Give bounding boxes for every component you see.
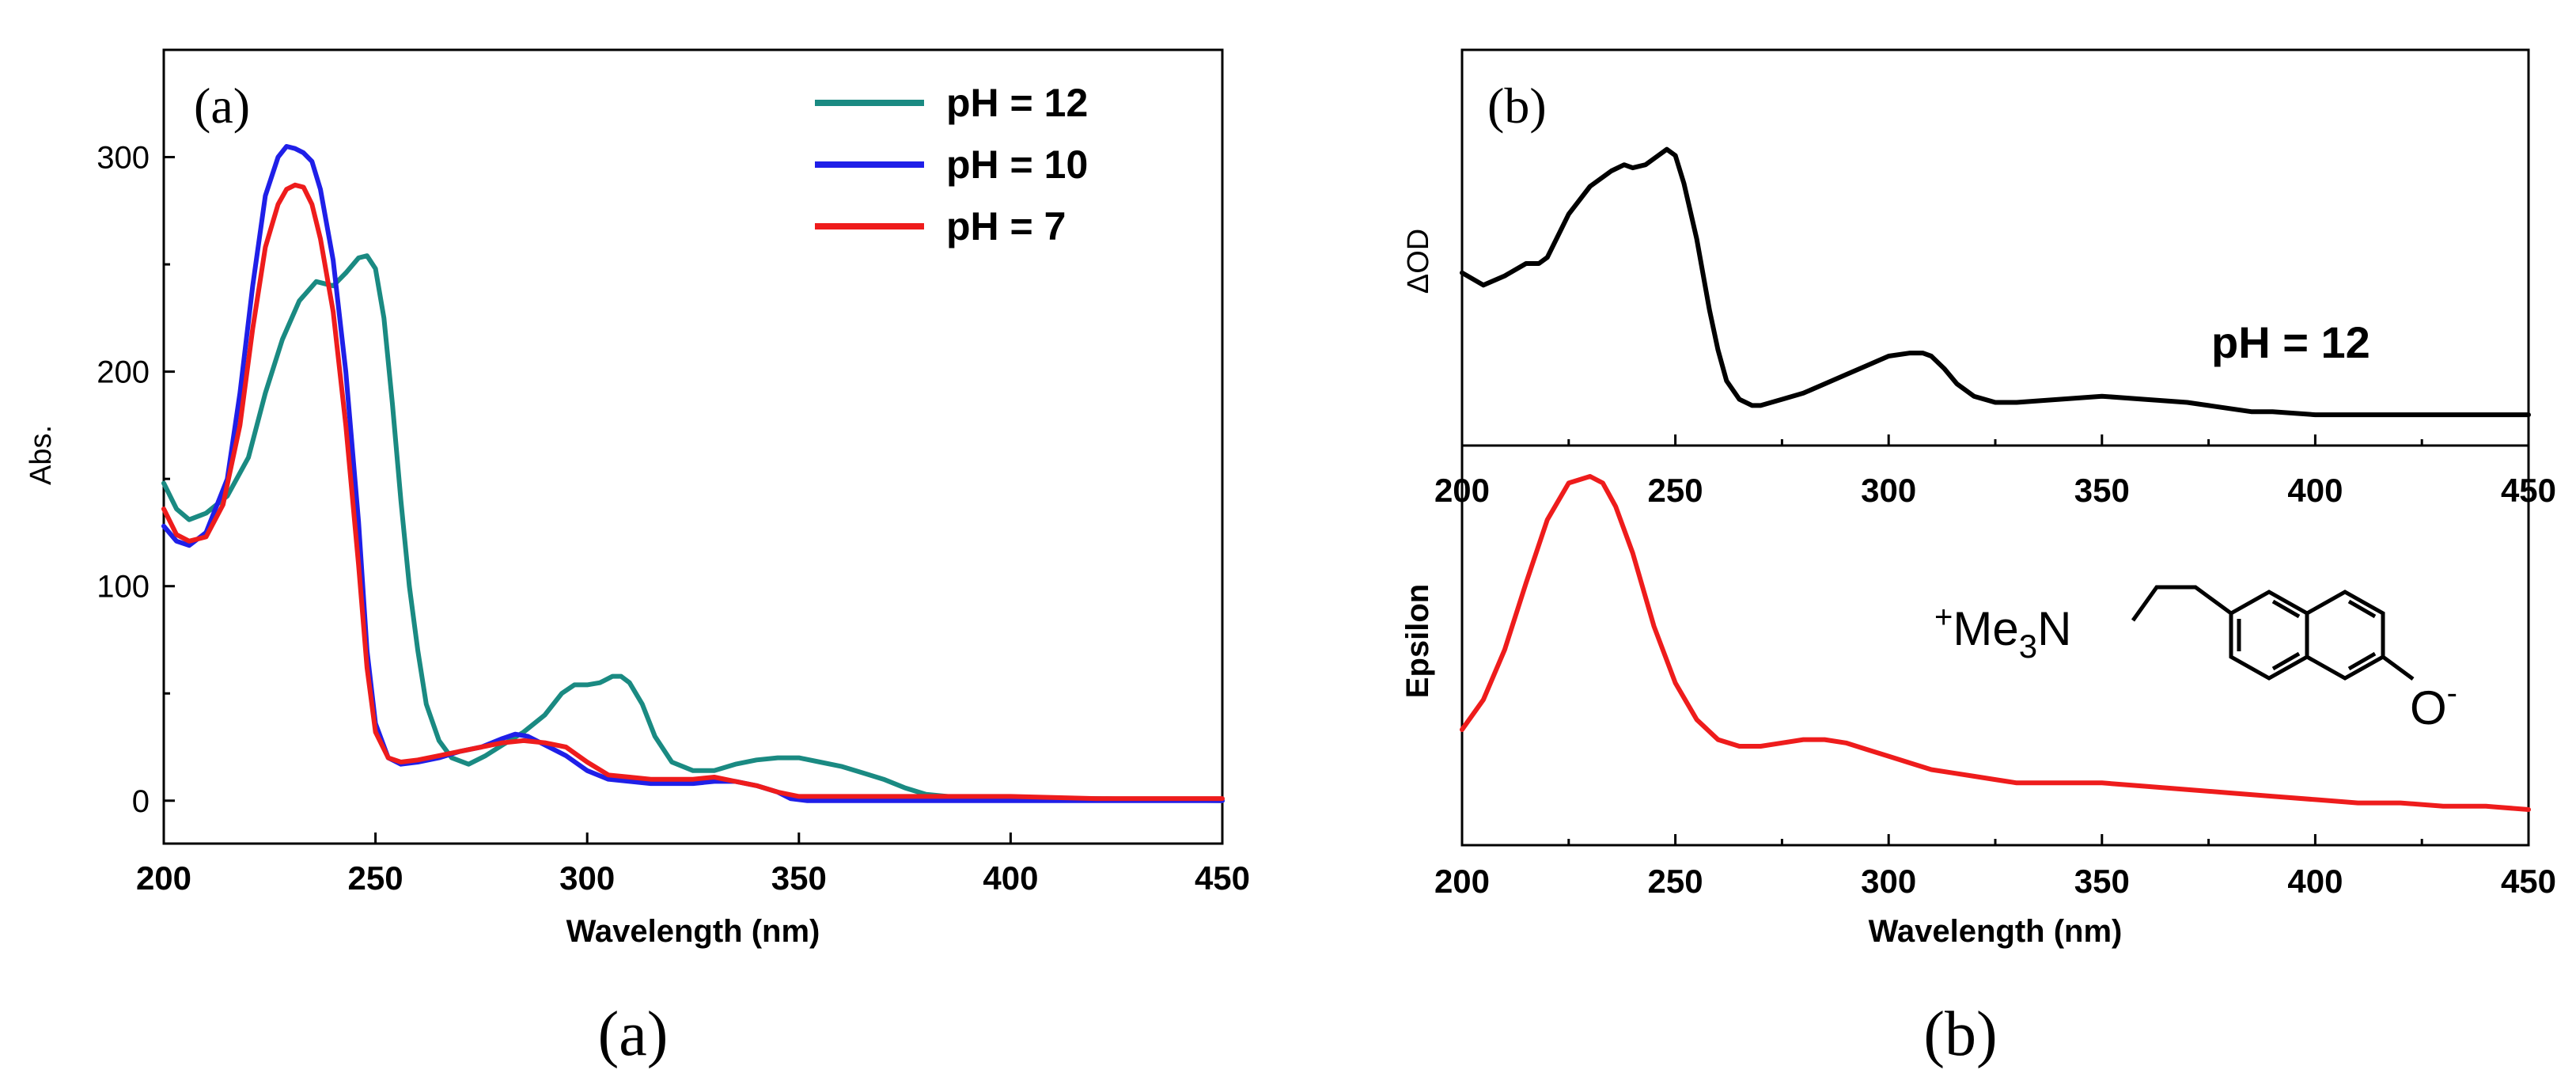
panel-b-annotation-ph12: pH = 12	[2211, 317, 2370, 367]
structure-double-bond-2	[2271, 599, 2301, 619]
panel-b-bottom-series-1	[1460, 474, 2531, 812]
panel-b-top-series-1	[1460, 146, 2531, 418]
panel-a-series-3	[161, 182, 1225, 802]
structure-ammonium-label: +Me3N	[1934, 600, 2071, 665]
panel-a-series-1	[161, 253, 1225, 803]
panel-a-caption: (a)	[598, 999, 669, 1069]
panel-b-bottom-x-tick-label: 400	[2287, 863, 2343, 900]
legend-label-ph12: pH = 12	[946, 81, 1088, 125]
panel-a-x-tick-label: 400	[983, 859, 1038, 897]
panel-b-label: (b)	[1487, 78, 1547, 134]
panel-b-top-x-tick-label: 250	[1648, 472, 1703, 509]
legend-entry-ph12: pH = 12	[815, 81, 1088, 125]
structure-double-bond-4	[2347, 599, 2377, 619]
panel-a-x-tick-label: 300	[559, 859, 615, 897]
structure-double-bond-3	[2271, 651, 2301, 671]
structure-oxide-label: O-	[2410, 676, 2457, 734]
legend-label-ph7: pH = 7	[946, 204, 1066, 248]
panel-b-bottom-x-tick-label: 250	[1648, 863, 1703, 900]
panel-b-top-x-tick-label: 350	[2074, 472, 2130, 509]
panel-b-bottom-x-tick-label: 350	[2074, 863, 2130, 900]
chemical-structure: +Me3N O-	[1934, 585, 2457, 734]
panel-a-x-axis-label: Wavelength (nm)	[566, 914, 820, 949]
panel-b-top-x-tick-label: 200	[1434, 472, 1490, 509]
panel-b-bottom-x-tick-label: 200	[1434, 863, 1490, 900]
structure-oxide-bond	[2381, 654, 2415, 681]
panel-b-bottom-y-axis-label: Epsilon	[1400, 584, 1435, 698]
panel-b-bottom-x-tick-label: 450	[2501, 863, 2556, 900]
panel-b-top-x-tick-label: 400	[2287, 472, 2343, 509]
panel-b-bottom-x-tick-label: 300	[1861, 863, 1916, 900]
legend-label-ph10: pH = 10	[946, 142, 1088, 187]
panel-b-caption: (b)	[1923, 999, 1997, 1069]
panel-a-y-tick-label: 300	[97, 141, 150, 176]
panel-a-label: (a)	[194, 78, 250, 134]
panel-a-chart: 200 250 300 350 400 450 0 100 200 300 (a) pH = 12…	[25, 48, 1250, 1069]
structure-linker-bond	[2131, 585, 2233, 622]
panel-b-top-x-tick-label: 450	[2501, 472, 2556, 509]
panel-b-x-axis-label: Wavelength (nm)	[1869, 914, 2123, 949]
legend-entry-ph7: pH = 7	[815, 204, 1066, 248]
legend-entry-ph10: pH = 10	[815, 142, 1088, 187]
panel-b-top-y-axis-label: ΔOD	[1402, 229, 1435, 294]
panel-a-y-axis-label: Abs.	[25, 425, 58, 485]
panel-a-x-tick-label: 450	[1195, 859, 1250, 897]
panel-b-chart: 200 250 300 350 400 450 200 250 300 350 400 450 (b)…	[1400, 48, 2556, 1069]
panel-a-plot-frame	[162, 48, 1224, 845]
panel-a-x-tick-label: 250	[348, 859, 403, 897]
panel-a-x-tick-label: 200	[136, 859, 191, 897]
structure-double-bond-5	[2347, 651, 2377, 671]
panel-a-x-tick-label: 350	[771, 859, 827, 897]
panel-b-top-x-tick-label: 300	[1861, 472, 1916, 509]
panel-a-y-tick-label: 0	[132, 784, 150, 819]
panel-a-y-tick-label: 200	[97, 355, 150, 390]
panel-a-y-tick-label: 100	[97, 570, 150, 605]
